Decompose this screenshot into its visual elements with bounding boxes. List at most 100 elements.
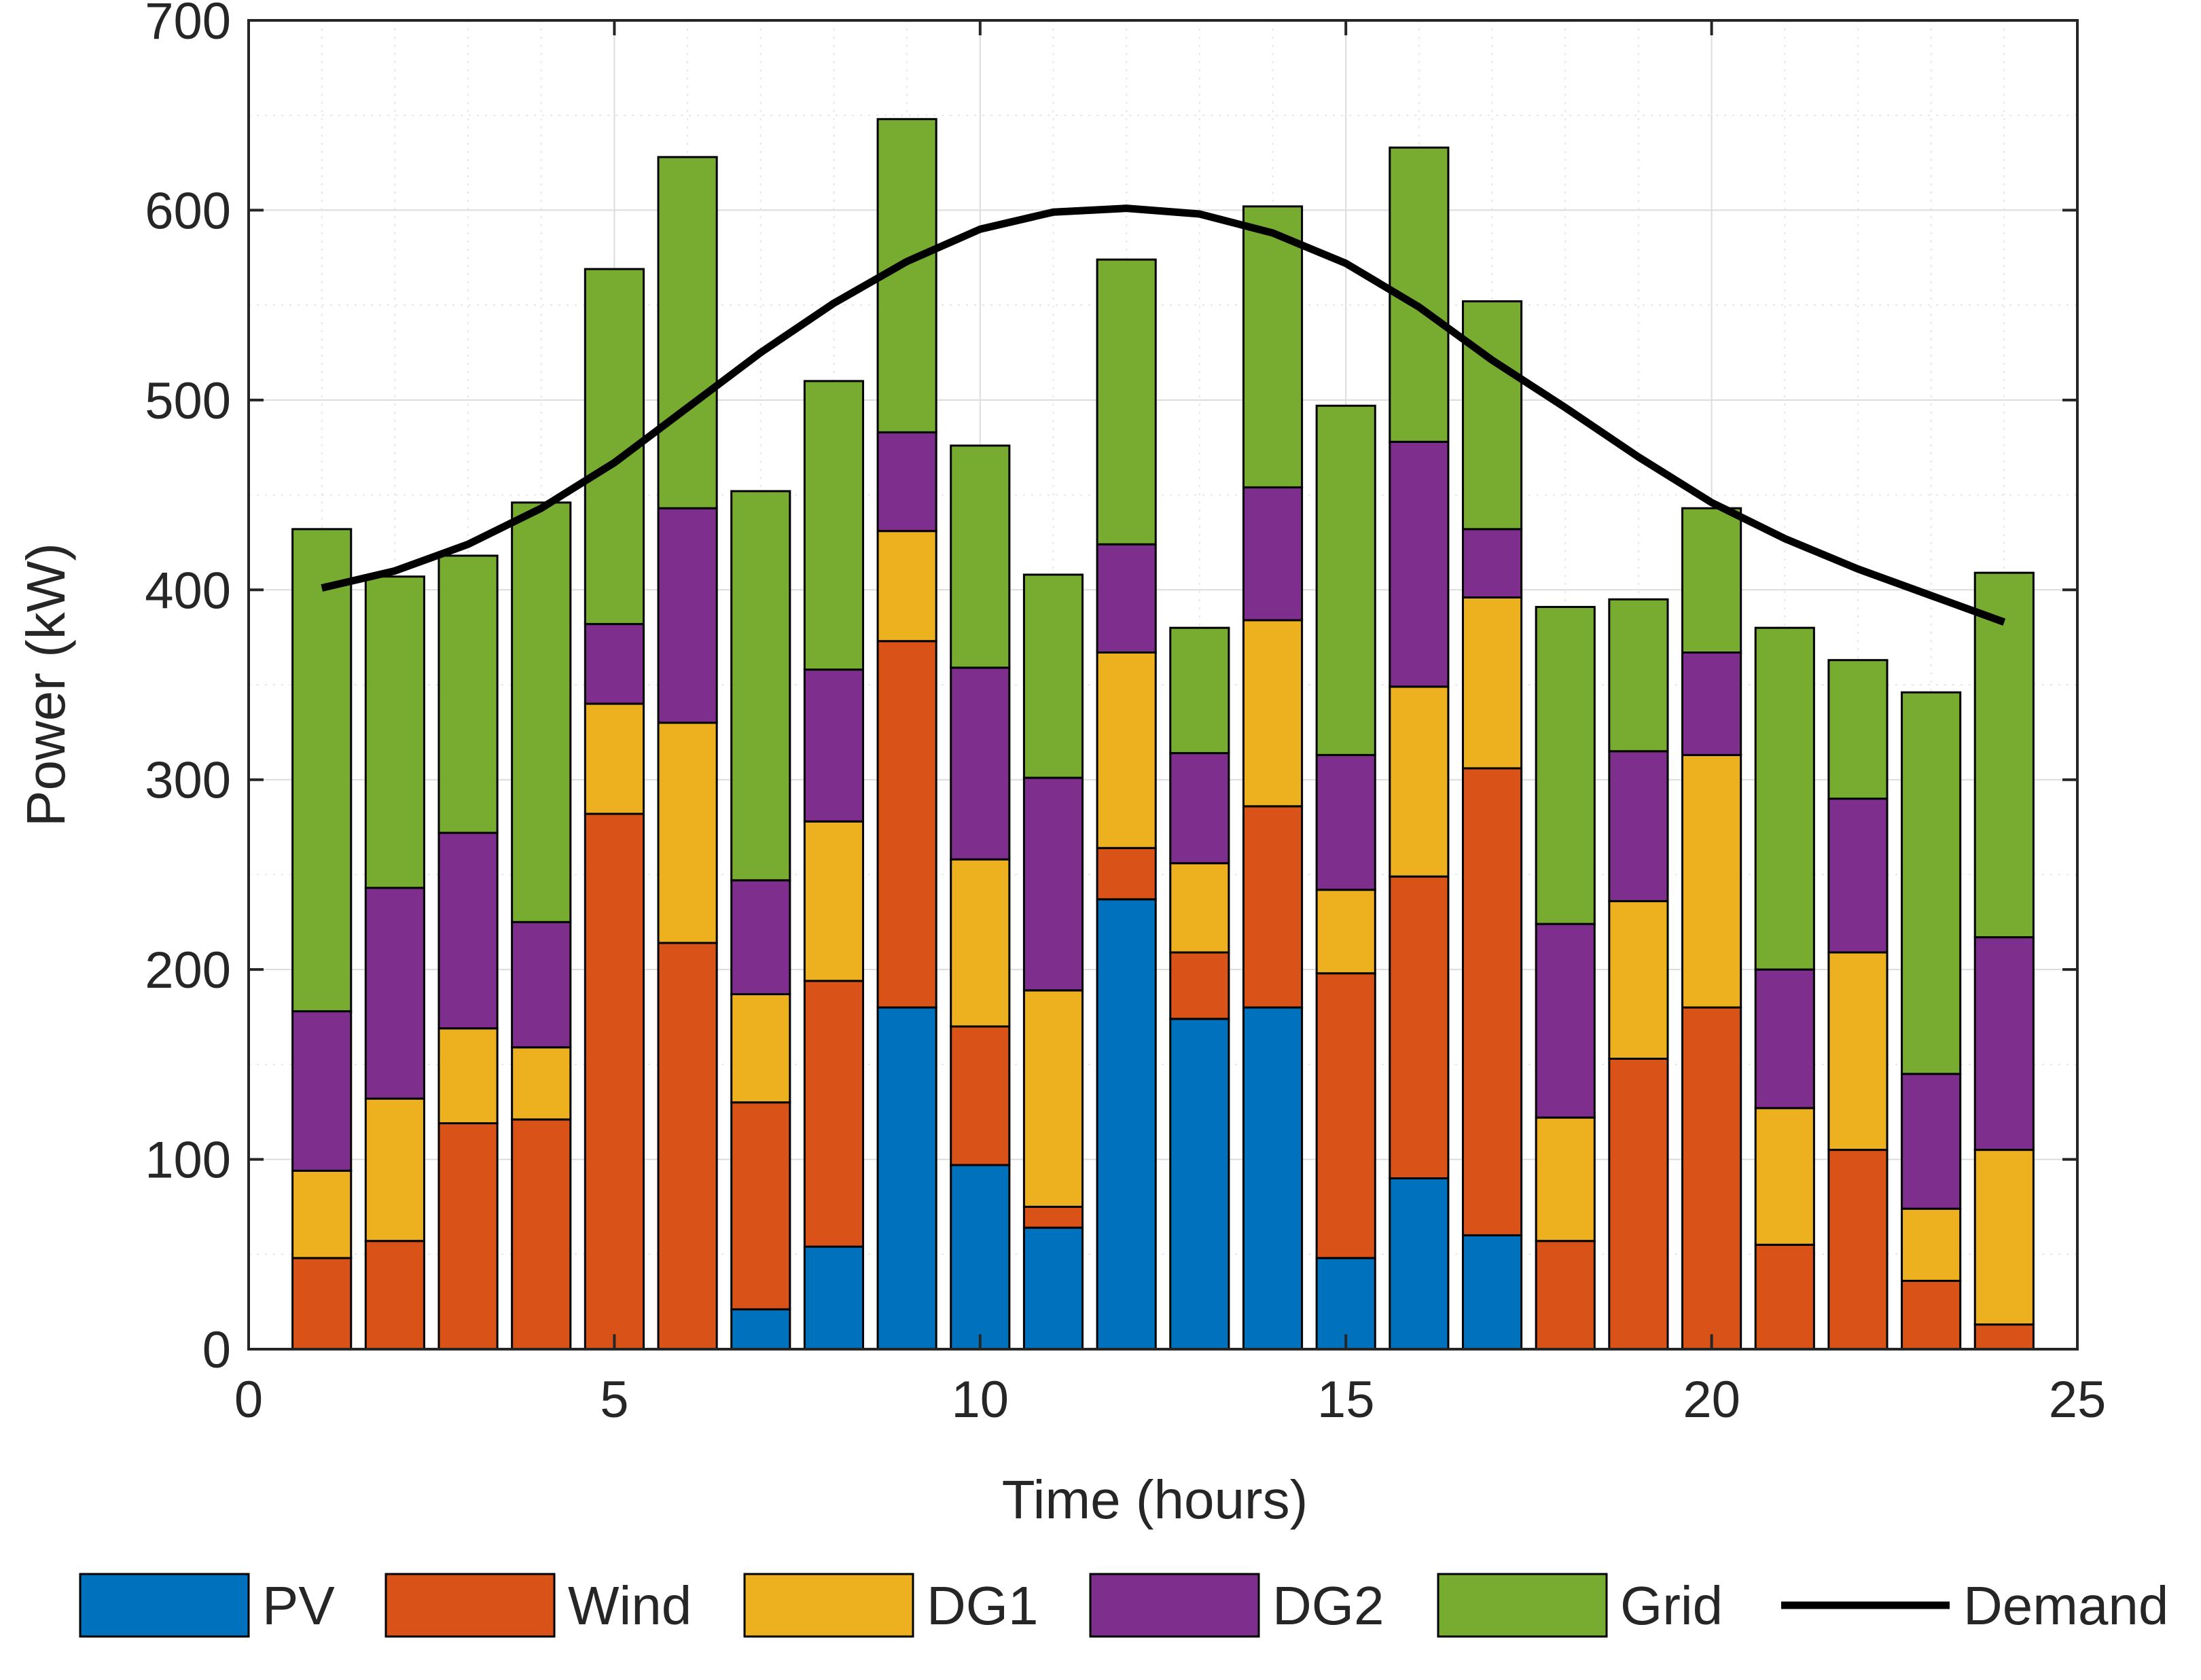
demand-line xyxy=(321,204,2006,626)
x-tick-label: 5 xyxy=(600,1371,628,1429)
bar-dg1-hour-4 xyxy=(511,1046,572,1121)
legend-label-dg1: DG1 xyxy=(927,1575,1039,1636)
bar-pv-hour-10 xyxy=(950,1164,1011,1351)
bar-grid-hour-18 xyxy=(1535,605,1596,925)
bar-dg1-hour-12 xyxy=(1096,651,1157,849)
x-tick-label: 15 xyxy=(1317,1371,1375,1429)
bar-dg1-hour-2 xyxy=(364,1097,425,1243)
bar-pv-hour-12 xyxy=(1096,898,1157,1351)
bar-dg1-hour-24 xyxy=(1973,1149,2035,1326)
bar-dg2-hour-2 xyxy=(364,887,425,1100)
bar-grid-hour-22 xyxy=(1827,659,1889,800)
legend: PV Wind DG1 DG2 Grid Demand xyxy=(79,1573,2168,1638)
bar-dg2-hour-3 xyxy=(437,832,499,1030)
bar-dg2-hour-19 xyxy=(1608,750,1669,903)
legend-swatch-wind xyxy=(384,1573,556,1638)
bar-dg1-hour-22 xyxy=(1827,951,1889,1151)
bar-grid-hour-23 xyxy=(1901,691,1962,1075)
bar-dg1-hour-23 xyxy=(1901,1207,1962,1282)
bar-wind-hour-19 xyxy=(1608,1057,1669,1351)
bar-dg2-hour-18 xyxy=(1535,923,1596,1119)
y-tick-label: 500 xyxy=(145,372,231,430)
bar-grid-hour-21 xyxy=(1754,626,1815,971)
bar-dg2-hour-16 xyxy=(1389,440,1450,688)
bar-dg1-hour-13 xyxy=(1169,862,1230,954)
bar-pv-hour-17 xyxy=(1461,1234,1523,1351)
bar-dg2-hour-17 xyxy=(1461,528,1523,598)
legend-label-dg2: DG2 xyxy=(1272,1575,1384,1636)
bar-wind-hour-16 xyxy=(1389,875,1450,1180)
bar-wind-hour-15 xyxy=(1315,972,1376,1259)
bar-dg2-hour-5 xyxy=(584,623,645,705)
bar-dg1-hour-19 xyxy=(1608,900,1669,1060)
bar-grid-hour-24 xyxy=(1973,571,2035,939)
bar-wind-hour-14 xyxy=(1242,805,1304,1009)
bar-dg1-hour-10 xyxy=(950,858,1011,1028)
bar-wind-hour-13 xyxy=(1169,951,1230,1020)
x-tick-label: 25 xyxy=(2049,1371,2107,1429)
bar-dg1-hour-20 xyxy=(1681,753,1742,1009)
bar-dg1-hour-14 xyxy=(1242,619,1304,808)
bar-dg2-hour-11 xyxy=(1022,776,1084,992)
bar-wind-hour-7 xyxy=(730,1101,791,1310)
bar-wind-hour-21 xyxy=(1754,1243,1815,1351)
bar-wind-hour-22 xyxy=(1827,1149,1889,1351)
bar-wind-hour-3 xyxy=(437,1122,499,1351)
y-tick-label: 300 xyxy=(145,752,231,810)
bar-dg1-hour-11 xyxy=(1022,989,1084,1208)
y-tick-label: 400 xyxy=(145,562,231,620)
bar-dg2-hour-10 xyxy=(950,666,1011,861)
bar-pv-hour-14 xyxy=(1242,1006,1304,1351)
bar-grid-hour-7 xyxy=(730,490,791,882)
bar-pv-hour-9 xyxy=(876,1006,937,1351)
bar-wind-hour-11 xyxy=(1022,1205,1084,1229)
bar-grid-hour-20 xyxy=(1681,507,1742,654)
bar-dg1-hour-18 xyxy=(1535,1116,1596,1243)
axis-ticks: 0 100 200 300 400 500 600 700 0 5 10 15 20 25 xyxy=(145,0,2106,1429)
bar-dg1-hour-6 xyxy=(657,721,718,944)
legend-swatch-grid xyxy=(1437,1573,1608,1638)
bar-grid-hour-1 xyxy=(291,528,353,1013)
legend-label-pv: PV xyxy=(262,1575,335,1636)
bar-dg2-hour-7 xyxy=(730,879,791,995)
bar-dg1-hour-5 xyxy=(584,702,645,815)
plot-frame xyxy=(247,19,2079,1351)
bar-wind-hour-4 xyxy=(511,1118,572,1351)
bar-grid-hour-10 xyxy=(950,444,1011,669)
bar-grid-hour-4 xyxy=(511,501,572,923)
bar-wind-hour-23 xyxy=(1901,1279,1962,1351)
bar-wind-hour-6 xyxy=(657,942,718,1351)
bar-wind-hour-20 xyxy=(1681,1006,1742,1351)
bar-grid-hour-19 xyxy=(1608,598,1669,753)
bar-grid-hour-14 xyxy=(1242,205,1304,488)
bar-pv-hour-15 xyxy=(1315,1257,1376,1351)
bar-dg2-hour-4 xyxy=(511,921,572,1049)
y-tick-label: 700 xyxy=(145,0,231,50)
bar-wind-hour-12 xyxy=(1096,846,1157,901)
bar-dg1-hour-8 xyxy=(803,820,865,982)
x-axis-title: Time (hours) xyxy=(1002,1469,1308,1530)
demand-line-group xyxy=(321,204,2006,626)
x-tick-label: 20 xyxy=(1683,1371,1740,1429)
bar-dg1-hour-15 xyxy=(1315,889,1376,975)
bar-wind-hour-24 xyxy=(1973,1323,2035,1351)
stacked-bars xyxy=(291,118,2035,1351)
bar-wind-hour-9 xyxy=(876,640,937,1009)
bar-pv-hour-16 xyxy=(1389,1177,1450,1351)
bar-wind-hour-10 xyxy=(950,1025,1011,1166)
bar-wind-hour-1 xyxy=(291,1257,353,1351)
legend-label-grid: Grid xyxy=(1620,1575,1723,1636)
bar-grid-hour-3 xyxy=(437,554,499,834)
legend-label-demand: Demand xyxy=(1963,1575,2168,1636)
bar-dg2-hour-24 xyxy=(1973,936,2035,1151)
y-axis-title: Power (kW) xyxy=(16,543,76,827)
bar-wind-hour-5 xyxy=(584,812,645,1351)
bar-dg2-hour-15 xyxy=(1315,753,1376,891)
bar-pv-hour-7 xyxy=(730,1308,791,1351)
bar-grid-hour-13 xyxy=(1169,626,1230,755)
bar-grid-hour-8 xyxy=(803,380,865,671)
bar-pv-hour-11 xyxy=(1022,1226,1084,1351)
bar-grid-hour-12 xyxy=(1096,258,1157,546)
bar-dg2-hour-6 xyxy=(657,507,718,724)
